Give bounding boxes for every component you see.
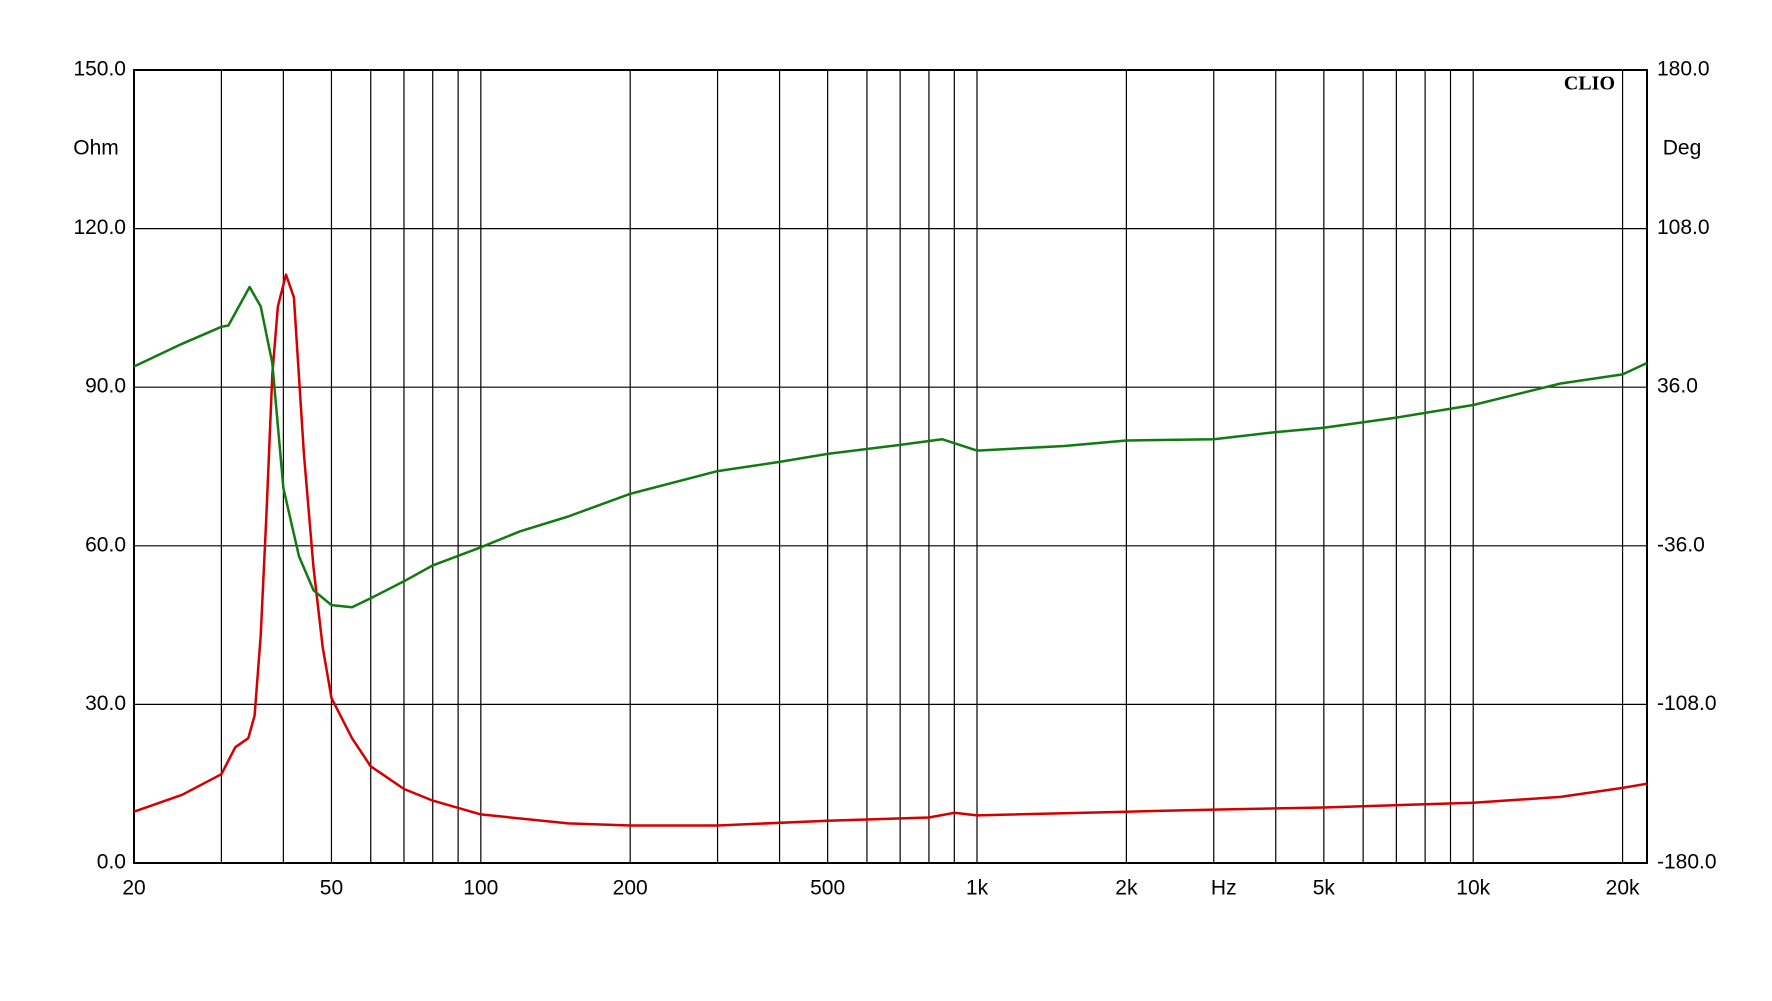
- y-tick-label: 150.0: [73, 58, 126, 81]
- x-tick-label: 50: [320, 877, 343, 900]
- x-tick-label: 100: [463, 877, 498, 900]
- x-tick-label: 2k: [1115, 877, 1138, 900]
- y2-axis-label: Deg: [1663, 137, 1702, 160]
- brand-label: CLIO: [1564, 73, 1615, 95]
- y-tick-label: 0.0: [97, 851, 126, 874]
- x-tick-label: 1k: [966, 877, 989, 900]
- y-tick-label: 90.0: [85, 375, 126, 398]
- y-axis-label: Ohm: [73, 137, 119, 160]
- y-tick-label: 60.0: [85, 533, 126, 556]
- x-tick-label: 5k: [1313, 877, 1336, 900]
- y2-tick-label: 108.0: [1657, 216, 1710, 239]
- x-tick-label: 10k: [1456, 877, 1490, 900]
- y2-tick-label: 36.0: [1657, 375, 1698, 398]
- x-tick-label: 20: [122, 877, 145, 900]
- x-axis-label: Hz: [1211, 877, 1237, 900]
- y2-tick-label: 180.0: [1657, 58, 1710, 81]
- y2-tick-label: -180.0: [1657, 851, 1717, 874]
- y2-tick-label: -36.0: [1657, 533, 1705, 556]
- y2-tick-label: -108.0: [1657, 692, 1717, 715]
- x-tick-label: 20k: [1606, 877, 1640, 900]
- plot-frame: [133, 69, 1648, 864]
- y-tick-label: 120.0: [73, 216, 126, 239]
- series-line: [133, 285, 1648, 609]
- series-line: [133, 273, 1648, 827]
- x-tick-label: 200: [613, 877, 648, 900]
- y-tick-label: 30.0: [85, 692, 126, 715]
- x-tick-label: 500: [810, 877, 845, 900]
